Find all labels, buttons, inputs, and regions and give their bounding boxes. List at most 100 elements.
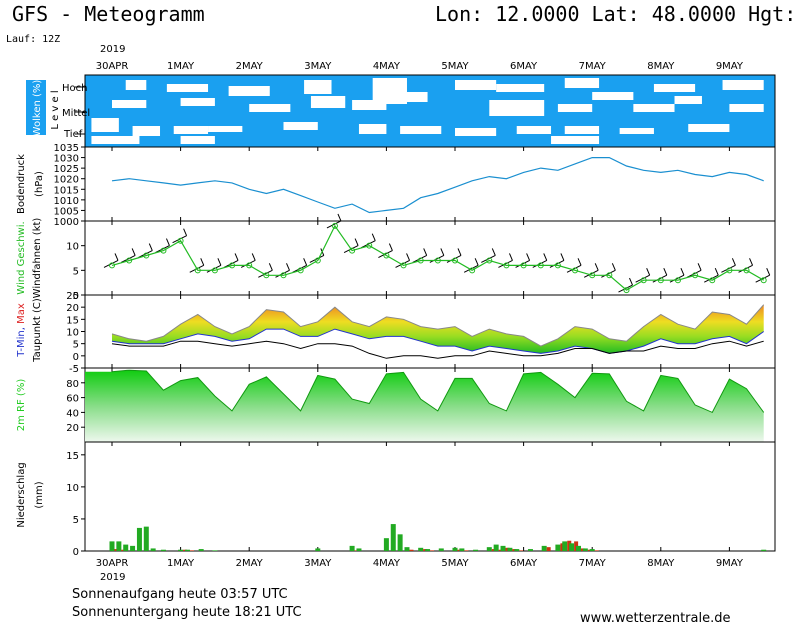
day-label-bottom: 6MAY <box>510 558 538 569</box>
wind-barb-flag <box>251 253 256 261</box>
wind-barb <box>326 220 342 229</box>
precip-bar <box>109 541 115 551</box>
site-credit: www.wetterzentrale.de <box>580 611 730 625</box>
wind-barb <box>120 255 136 263</box>
precip-bar <box>555 544 561 551</box>
precip-bar <box>150 548 156 551</box>
pressure-ytick-label: 1010 <box>54 196 79 207</box>
wind-speed-point <box>366 242 373 249</box>
precip-bar <box>562 541 568 551</box>
precip-bar <box>349 545 355 551</box>
wind-barb <box>566 264 582 273</box>
wind-barb <box>635 274 650 283</box>
wind-ylabel: Wind Geschwi. <box>16 221 27 294</box>
temp-ytick-label: -5 <box>69 364 79 375</box>
wind-barb <box>138 250 153 258</box>
wind-barb-flag <box>217 258 222 266</box>
wind-speed-point <box>331 222 338 229</box>
precip-bar <box>569 543 575 551</box>
wind-speed-point <box>674 277 681 284</box>
precip-conv-bar <box>594 550 599 551</box>
temp-ytick-label: 5 <box>73 340 79 351</box>
cloud-ylabel: Wolken (%) <box>32 80 43 137</box>
precip-bar <box>143 526 149 551</box>
wind-barb <box>601 269 616 278</box>
cloud-band <box>91 136 140 144</box>
precip-ylabel: Niederschlag <box>16 462 27 527</box>
pressure-ytick-label: 1020 <box>54 175 79 186</box>
precip-unit: (mm) <box>34 481 45 508</box>
wind-barb-flag <box>749 258 754 266</box>
rh-line <box>111 369 765 414</box>
day-label-top: 3MAY <box>304 61 332 72</box>
wind-barb <box>515 259 530 268</box>
cloud-band <box>551 136 600 144</box>
wind-speed-point <box>692 272 699 279</box>
wind-speed-point <box>297 267 304 274</box>
wind-barb-flag <box>303 258 308 266</box>
precip-bar <box>507 547 513 551</box>
cloud-band <box>557 104 593 112</box>
cloud-band <box>496 84 545 92</box>
day-label-top: 4MAY <box>373 61 401 72</box>
day-label-bottom: 30APR <box>96 558 129 569</box>
wind-barb <box>738 264 753 273</box>
precip-bar <box>390 524 396 551</box>
wind-speed-point <box>194 267 201 274</box>
day-label-top: 30APR <box>96 61 129 72</box>
rh-area <box>85 370 764 442</box>
precip-bar <box>473 549 479 551</box>
cloud-band <box>516 126 552 134</box>
wind-speed-point <box>537 262 544 269</box>
cloud-level-axis-label: L e v e l <box>50 90 61 129</box>
temp-min-line <box>111 328 764 354</box>
precip-bar <box>514 549 520 551</box>
wind-barb <box>704 274 719 283</box>
cloud-band <box>688 124 730 132</box>
cloud-band <box>358 124 387 134</box>
precip-bar <box>500 545 506 551</box>
wind-speed-point <box>383 252 390 259</box>
location-info: Lon: 12.0000 Lat: 48.0000 Hgt: 5 <box>435 2 800 26</box>
wind-speed-point <box>589 272 596 279</box>
wind-barb <box>669 274 685 283</box>
cloud-band <box>352 100 387 110</box>
precip-bar <box>425 549 431 551</box>
cloud-band <box>283 122 318 130</box>
wind-barb <box>686 269 702 278</box>
precip-ytick-label: 0 <box>73 547 79 558</box>
precip-bar <box>575 545 581 551</box>
cloud-band <box>249 104 291 112</box>
cloud-label-bg <box>26 80 46 135</box>
wind-speed-point <box>229 262 236 269</box>
wind-speed-point <box>572 267 579 274</box>
wind-speed-point <box>503 262 510 269</box>
temp-ytick-label: 20 <box>66 303 79 314</box>
dewpoint-line <box>111 340 764 359</box>
wind-barb-flag <box>697 263 702 271</box>
wind-barb <box>652 274 668 283</box>
cloud-band <box>619 128 654 134</box>
pressure-ytick-label: 1025 <box>54 164 79 175</box>
wind-barb-flag <box>594 263 599 271</box>
precip-conv-bar <box>409 549 414 551</box>
wind-barb-flag <box>406 253 411 261</box>
wind-speed-point <box>743 267 750 274</box>
wind-barb <box>498 259 513 268</box>
wind-barb <box>223 259 239 268</box>
cloud-band <box>132 126 161 136</box>
wind-barb-flag <box>148 243 153 251</box>
wind-speed-point <box>640 277 647 284</box>
precip-bar <box>212 550 218 551</box>
wind-barb <box>463 264 479 273</box>
temp-ytick-label: 10 <box>66 328 79 339</box>
wind-ytick-label: 5 <box>73 266 79 277</box>
precip-bar <box>493 544 499 551</box>
precip-bar <box>136 527 142 551</box>
wind-barb <box>309 255 325 263</box>
precip-bar <box>383 538 389 551</box>
wind-barb <box>103 259 119 268</box>
day-label-bottom: 4MAY <box>373 558 401 569</box>
wind-speed-point <box>657 277 664 284</box>
